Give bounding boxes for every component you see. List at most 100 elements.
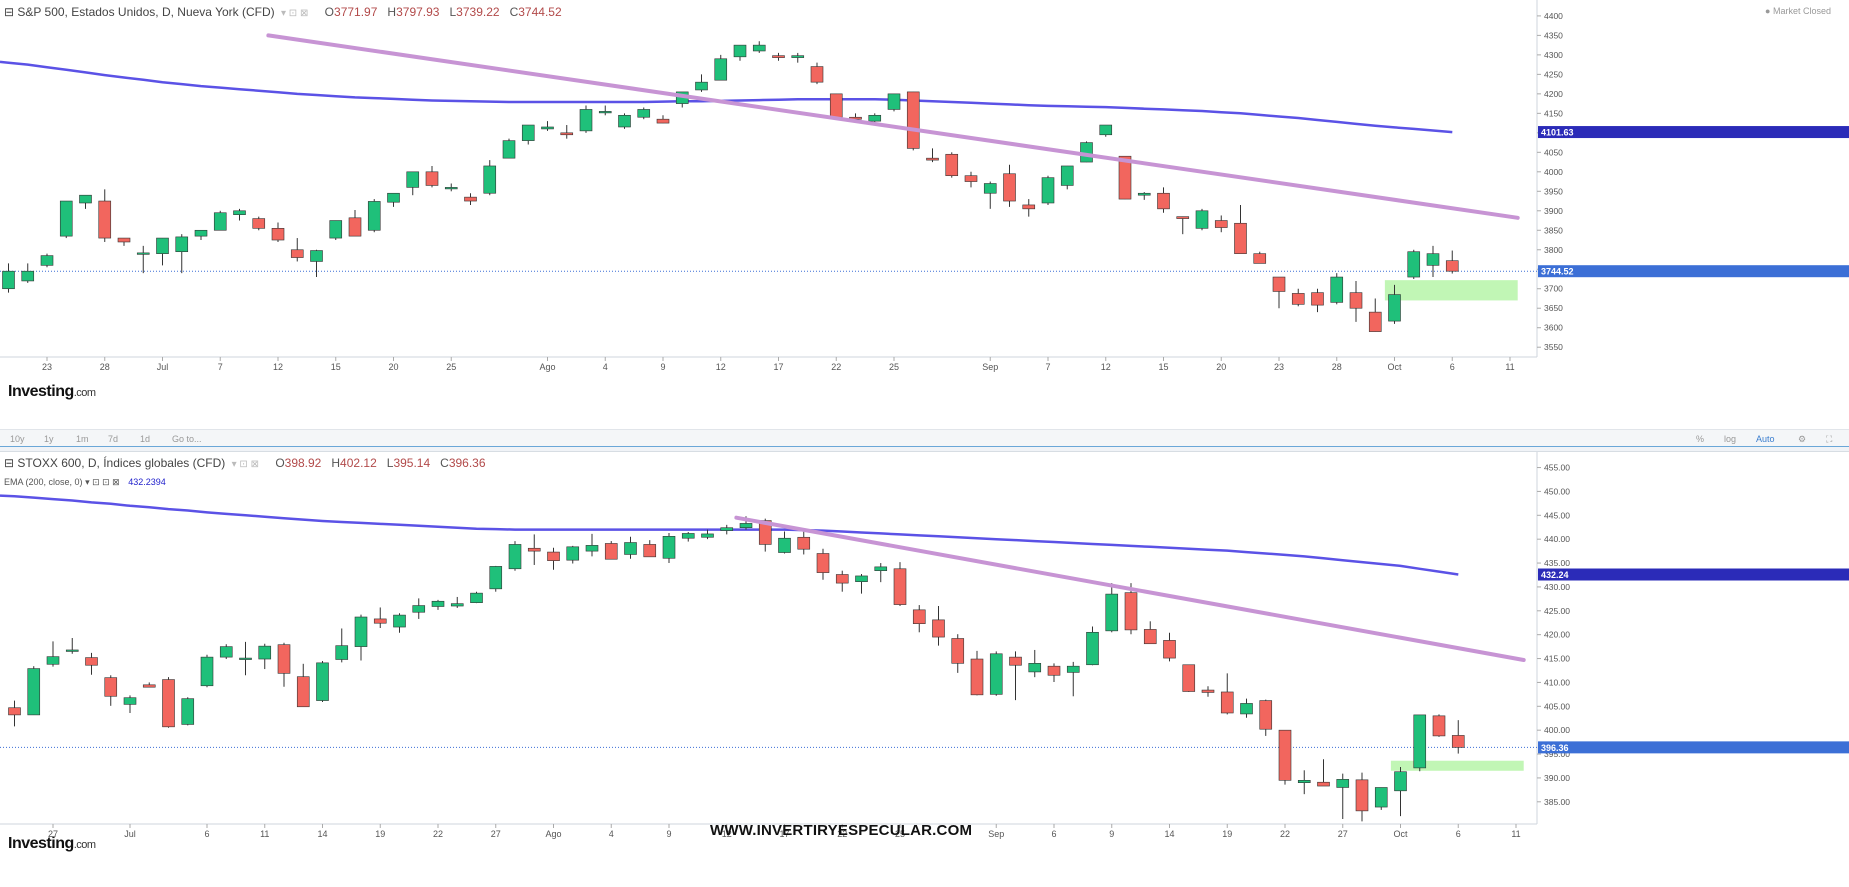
x-tick-label: 14 <box>317 829 327 839</box>
candle-body <box>406 171 420 188</box>
log-toggle[interactable]: log <box>1724 434 1737 444</box>
market-status: ● Market Closed <box>1765 6 1831 16</box>
settings-icon[interactable]: ⚙ <box>1798 434 1807 444</box>
x-tick-label: 22 <box>433 829 443 839</box>
candle-body <box>926 157 939 161</box>
range-1y[interactable]: 1y <box>44 434 54 444</box>
candle-body <box>1105 593 1119 632</box>
chart-settings-icon[interactable]: ▾ ⊡ ⊠ <box>231 459 259 470</box>
chart-settings-icon[interactable]: ▾ ⊡ ⊠ <box>280 8 309 19</box>
candle-body <box>662 536 676 559</box>
stoxx-header: ⊟ STOXX 600, D, Índices globales (CFD) ▾… <box>4 456 486 470</box>
stoxx-close: 396.36 <box>448 456 486 470</box>
auto-toggle[interactable]: Auto <box>1756 434 1775 444</box>
candle-body <box>714 58 728 81</box>
candle-body <box>470 592 483 603</box>
candle-body <box>739 523 753 529</box>
candle-body <box>1009 656 1022 666</box>
x-tick-label: Oct <box>1387 362 1402 372</box>
x-tick-label: 12 <box>722 829 732 839</box>
candle-body <box>1099 124 1113 136</box>
candle-body <box>1317 781 1330 787</box>
candle-body <box>855 575 868 582</box>
candle-body <box>566 546 580 561</box>
candle-body <box>1394 771 1407 792</box>
y-tick-label: 3650 <box>1544 303 1563 313</box>
last-price-label: 396.36 <box>1541 743 1569 753</box>
candle-body <box>695 81 708 91</box>
range-1d[interactable]: 1d <box>140 434 151 444</box>
sp500-candles-svg[interactable]: 3550360036503700375038003850390039504000… <box>0 0 1849 429</box>
candle-body <box>1259 700 1273 730</box>
x-tick-label: 19 <box>375 829 385 839</box>
y-tick-label: 4000 <box>1544 167 1563 177</box>
candle-body <box>964 175 978 182</box>
range-1m[interactable]: 1m <box>76 434 89 444</box>
y-tick-label: 3900 <box>1544 206 1563 216</box>
x-tick-label: 7 <box>218 362 223 372</box>
y-tick-label: 435.00 <box>1544 558 1570 568</box>
x-tick-label: 23 <box>42 362 52 372</box>
pane-separator[interactable] <box>0 446 1849 452</box>
candle-body <box>79 194 92 204</box>
x-tick-label: 15 <box>1158 362 1168 372</box>
sp500-high: 3797.93 <box>396 5 440 19</box>
stoxx600-chart-pane: ⊟ STOXX 600, D, Índices globales (CFD) ▾… <box>0 452 1849 887</box>
x-tick-label: 6 <box>204 829 209 839</box>
candle-body <box>758 520 772 545</box>
y-tick-label: 395.00 <box>1544 749 1570 759</box>
x-tick-label: 4 <box>603 362 608 372</box>
candle-body <box>425 171 439 186</box>
candle-body <box>624 542 637 555</box>
x-tick-label: Jul <box>157 362 169 372</box>
candle-body <box>585 545 599 552</box>
x-tick-label: 19 <box>1222 829 1232 839</box>
candle-body <box>98 200 112 239</box>
y-tick-label: 405.00 <box>1544 701 1570 711</box>
candle-body <box>1201 689 1215 693</box>
candle-body <box>1214 220 1228 228</box>
candle-body <box>1163 640 1176 659</box>
candle-body <box>194 229 208 237</box>
percent-toggle[interactable]: % <box>1696 434 1705 444</box>
y-tick-label: 4050 <box>1544 147 1563 157</box>
range-10y[interactable]: 10y <box>10 434 25 444</box>
x-tick-label: 22 <box>831 362 841 372</box>
candle-body <box>1413 714 1427 769</box>
candle-body <box>720 527 734 531</box>
candle-body <box>181 698 195 725</box>
ema-settings-icon[interactable]: ▾ ⊡ ⊡ ⊠ <box>85 477 120 487</box>
candle-body <box>387 192 400 203</box>
candle-body <box>643 544 657 558</box>
y-tick-label: 4150 <box>1544 108 1563 118</box>
collapse-icon[interactable]: ⊟ <box>4 456 15 470</box>
candle-body <box>335 645 349 660</box>
stoxx-candles-svg[interactable]: 385.00 390.00 395.00 400.00 405.00 410.00 415.… <box>0 452 1849 887</box>
candle-body <box>604 543 618 560</box>
candle-body <box>213 212 227 231</box>
candle-body <box>296 676 310 708</box>
x-tick-label: Jul <box>124 829 136 839</box>
last-price-badge <box>1538 741 1849 754</box>
x-tick-label: 28 <box>100 362 110 372</box>
candle-body <box>117 237 131 243</box>
candle-body <box>618 114 631 128</box>
x-tick-label: 9 <box>660 362 665 372</box>
range-7d[interactable]: 7d <box>108 434 119 444</box>
candle-body <box>1022 204 1036 210</box>
y-tick-label: 3550 <box>1544 342 1563 352</box>
candle-body <box>1182 664 1196 692</box>
candle-body <box>1349 292 1363 309</box>
candle-body <box>271 228 285 241</box>
x-tick-label: 9 <box>1109 829 1114 839</box>
x-tick-label: 11 <box>1511 829 1520 839</box>
candle-body <box>932 619 945 638</box>
collapse-icon[interactable]: ⊟ <box>4 5 15 19</box>
candle-body <box>868 114 882 122</box>
candle-body <box>412 605 426 613</box>
fullscreen-icon[interactable]: ⛶ <box>1826 434 1833 444</box>
candle-body <box>85 657 98 666</box>
goto-input[interactable]: Go to... <box>172 434 202 444</box>
candle-body <box>989 653 1003 695</box>
x-tick-label: Sep <box>982 362 998 372</box>
